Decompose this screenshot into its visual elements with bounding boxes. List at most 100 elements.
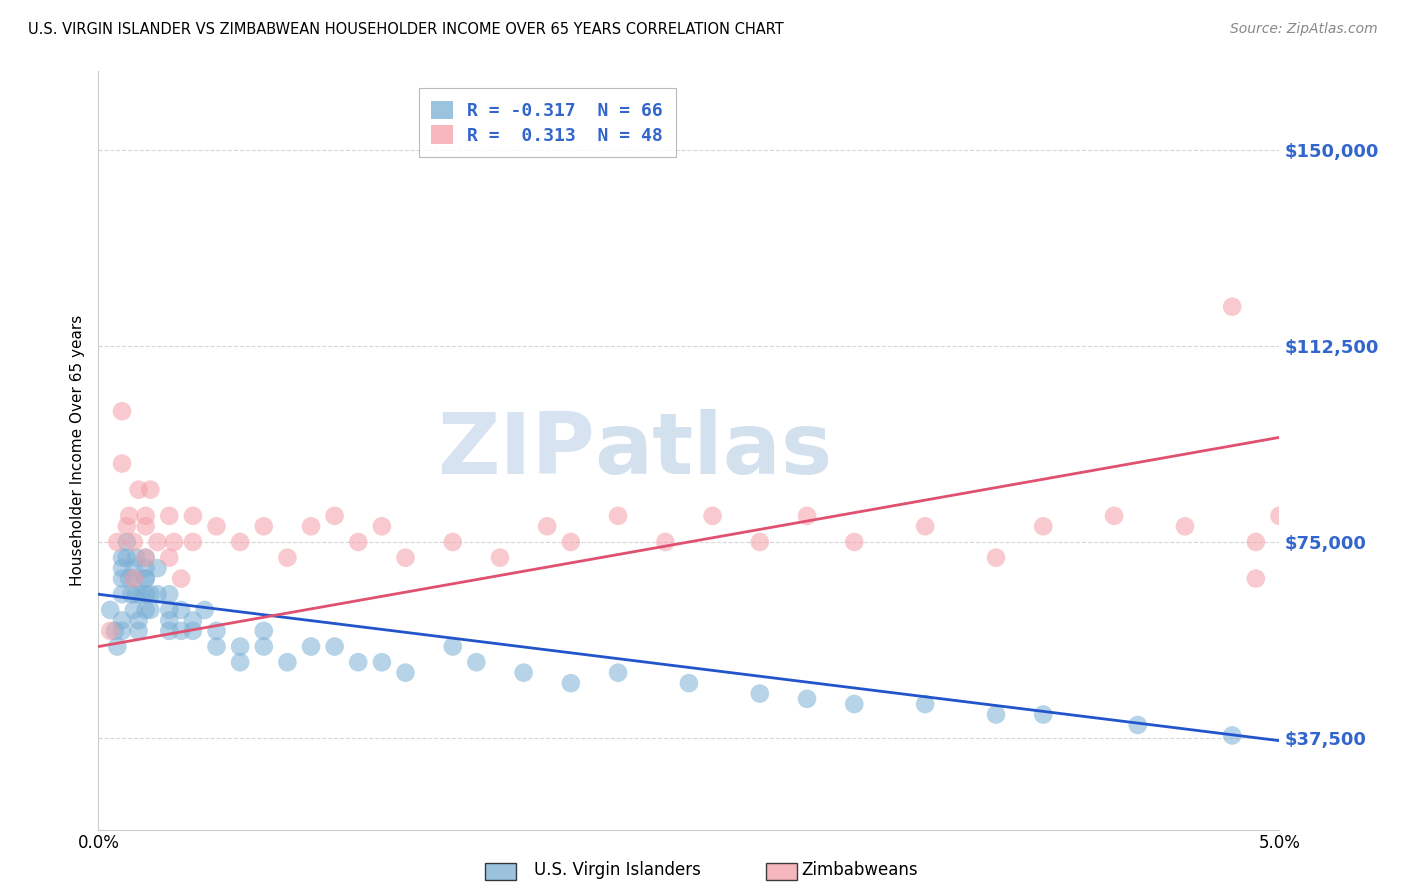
Point [111, 561, 134, 575]
Point [111, 587, 134, 601]
Point [98, 603, 121, 617]
Point [135, 519, 157, 533]
Point [1244, 535, 1267, 549]
Point [1268, 508, 1291, 523]
Point [323, 508, 346, 523]
Point [135, 572, 157, 586]
Point [111, 404, 134, 418]
Point [536, 519, 558, 533]
Point [122, 572, 145, 586]
Point [118, 508, 141, 523]
Point [984, 550, 1007, 565]
Point [163, 535, 186, 549]
Point [146, 535, 169, 549]
Point [1220, 300, 1243, 314]
Point [489, 550, 512, 565]
Point [607, 665, 630, 680]
Point [299, 519, 322, 533]
Point [347, 535, 370, 549]
Point [135, 550, 157, 565]
Point [157, 587, 180, 601]
Point [512, 665, 534, 680]
Point [98, 624, 121, 638]
Point [229, 535, 252, 549]
Point [371, 519, 394, 533]
Point [299, 640, 322, 654]
Point [1032, 707, 1054, 722]
Point [105, 640, 128, 654]
Point [115, 535, 138, 549]
Point [121, 587, 143, 601]
Point [104, 624, 127, 638]
Point [748, 687, 770, 701]
Point [139, 603, 162, 617]
Point [441, 640, 464, 654]
Point [170, 603, 193, 617]
Point [323, 640, 346, 654]
Point [181, 614, 204, 628]
Text: Zimbabweans: Zimbabweans [801, 861, 918, 879]
Point [135, 508, 157, 523]
Point [111, 572, 134, 586]
Point [146, 561, 169, 575]
Y-axis label: Householder Income Over 65 years: Householder Income Over 65 years [69, 315, 84, 586]
Point [111, 614, 134, 628]
Point [253, 519, 276, 533]
Point [139, 587, 162, 601]
Point [205, 519, 228, 533]
Point [181, 508, 204, 523]
Point [128, 624, 150, 638]
Point [135, 587, 157, 601]
Point [111, 457, 134, 471]
Point [115, 519, 138, 533]
Point [1102, 508, 1125, 523]
Text: ZIP: ZIP [437, 409, 595, 492]
Point [170, 572, 193, 586]
Point [128, 483, 150, 497]
Point [607, 508, 630, 523]
Legend: R = -0.317  N = 66, R =  0.313  N = 48: R = -0.317 N = 66, R = 0.313 N = 48 [419, 88, 676, 157]
Text: atlas: atlas [595, 409, 832, 492]
Point [139, 483, 162, 497]
Point [128, 614, 150, 628]
Point [560, 676, 582, 690]
Point [441, 535, 464, 549]
Point [205, 624, 228, 638]
Point [844, 535, 866, 549]
Point [229, 640, 252, 654]
Point [157, 624, 180, 638]
Point [654, 535, 676, 549]
Point [1244, 572, 1267, 586]
Point [111, 550, 134, 565]
Point [914, 697, 936, 711]
Point [181, 624, 204, 638]
Point [253, 640, 276, 654]
Point [122, 572, 145, 586]
Text: U.S. Virgin Islanders: U.S. Virgin Islanders [534, 861, 702, 879]
Point [122, 561, 145, 575]
Point [146, 587, 169, 601]
Point [371, 655, 394, 669]
Point [984, 707, 1007, 722]
Point [1174, 519, 1197, 533]
Point [205, 640, 228, 654]
Point [129, 587, 152, 601]
Text: U.S. VIRGIN ISLANDER VS ZIMBABWEAN HOUSEHOLDER INCOME OVER 65 YEARS CORRELATION : U.S. VIRGIN ISLANDER VS ZIMBABWEAN HOUSE… [28, 22, 785, 37]
Point [125, 587, 148, 601]
Point [1032, 519, 1054, 533]
Point [276, 655, 298, 669]
Point [678, 676, 700, 690]
Point [465, 655, 488, 669]
Point [194, 603, 217, 617]
Point [796, 508, 818, 523]
Point [111, 624, 134, 638]
Point [394, 665, 416, 680]
Point [702, 508, 724, 523]
Point [157, 603, 180, 617]
Point [748, 535, 770, 549]
Point [135, 572, 157, 586]
Point [157, 614, 180, 628]
Point [122, 603, 145, 617]
Point [135, 603, 157, 617]
Point [276, 550, 298, 565]
